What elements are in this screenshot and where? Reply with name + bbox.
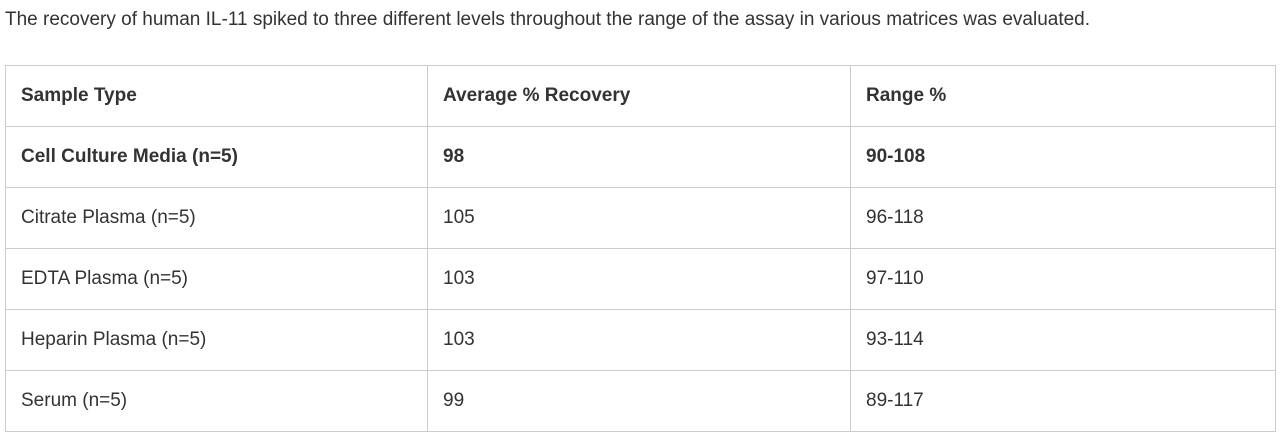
table-row: Cell Culture Media (n=5) 98 90-108 [5, 126, 1276, 188]
table-row: Citrate Plasma (n=5) 105 96-118 [5, 187, 1276, 249]
table-body: Cell Culture Media (n=5) 98 90-108 Citrate … [5, 126, 1276, 432]
table-cell: 103 [427, 309, 851, 371]
recovery-table: Sample Type Average % Recovery Range % Cel… [5, 65, 1276, 432]
table-header: Sample Type Average % Recovery Range % [5, 65, 1276, 127]
header-cell: Sample Type [5, 65, 428, 127]
table-cell: Heparin Plasma (n=5) [5, 309, 428, 371]
table-cell: 96-118 [850, 187, 1276, 249]
header-row: Sample Type Average % Recovery Range % [5, 65, 1276, 127]
table-row: Heparin Plasma (n=5) 103 93-114 [5, 309, 1276, 371]
header-cell: Average % Recovery [427, 65, 851, 127]
table-cell: EDTA Plasma (n=5) [5, 248, 428, 310]
table-cell: 105 [427, 187, 851, 249]
table-row: Serum (n=5) 99 89-117 [5, 370, 1276, 432]
table-cell: Cell Culture Media (n=5) [5, 126, 428, 188]
table-cell: 98 [427, 126, 851, 188]
table-cell: 89-117 [850, 370, 1276, 432]
intro-text: The recovery of human IL-11 spiked to th… [5, 9, 1091, 30]
header-cell: Range % [850, 65, 1276, 127]
table-cell: Citrate Plasma (n=5) [5, 187, 428, 249]
table-cell: Serum (n=5) [5, 370, 428, 432]
table-cell: 99 [427, 370, 851, 432]
table-row: EDTA Plasma (n=5) 103 97-110 [5, 248, 1276, 310]
table-cell: 103 [427, 248, 851, 310]
table-cell: 93-114 [850, 309, 1276, 371]
table-cell: 90-108 [850, 126, 1276, 188]
table-cell: 97-110 [850, 248, 1276, 310]
